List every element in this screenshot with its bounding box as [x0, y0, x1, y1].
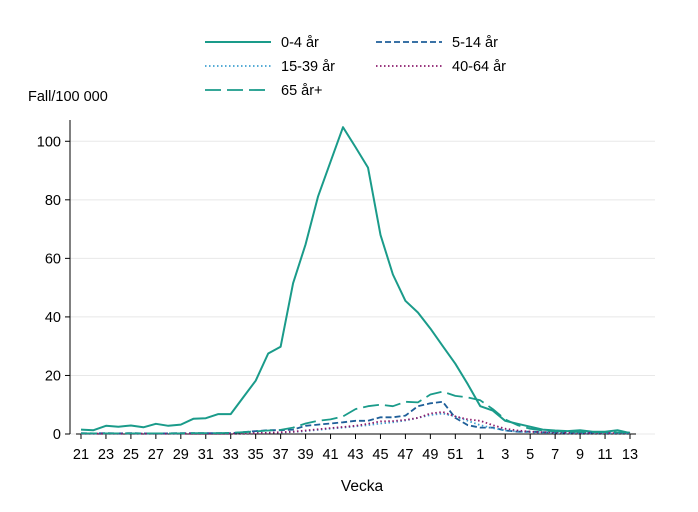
legend-label: 15-39 år	[281, 59, 335, 75]
x-tick-label: 43	[347, 447, 363, 463]
x-tick-label: 23	[98, 447, 114, 463]
x-tick-label: 9	[576, 447, 584, 463]
x-tick-label: 7	[551, 447, 559, 463]
legend-label: 65 år+	[281, 83, 323, 99]
series-lines	[80, 126, 631, 435]
axes	[69, 120, 636, 435]
y-tick-labels: 0 20 40 60 80 100	[37, 134, 70, 443]
gridlines	[70, 140, 655, 435]
series-line-2	[81, 412, 630, 435]
x-tick-label: 33	[223, 447, 239, 463]
x-tick-label: 41	[322, 447, 338, 463]
y-tick-label: 80	[45, 193, 61, 209]
x-tick-label: 51	[447, 447, 463, 463]
series-line-0	[80, 126, 631, 435]
x-tick-label: 5	[526, 447, 534, 463]
legend-label: 40-64 år	[452, 59, 506, 75]
x-tick-label: 27	[148, 447, 164, 463]
x-tick-label: 47	[397, 447, 413, 463]
x-tick-label: 1	[476, 447, 484, 463]
x-tick-label: 31	[198, 447, 214, 463]
legend: 0-4 år 5-14 år 15-39 år 40-64 år 65 år+	[205, 35, 506, 99]
x-tick-labels: 21 23 25 27 29 31 33 35 37 39 41 43 45 47 49 51 1 3 5 7 9 11 1…	[73, 434, 638, 463]
legend-label: 5-14 år	[452, 35, 498, 51]
y-axis-title: Fall/100 000	[28, 89, 108, 105]
series-line-4	[81, 390, 630, 435]
legend-label: 0-4 år	[281, 35, 319, 51]
x-tick-label: 25	[123, 447, 139, 463]
x-tick-label: 35	[248, 447, 264, 463]
x-tick-label: 11	[598, 447, 613, 463]
x-tick-label: 3	[501, 447, 509, 463]
series-line-1	[80, 400, 630, 435]
y-tick-label: 60	[45, 251, 61, 267]
y-tick-label: 100	[37, 134, 61, 150]
x-axis-title: Vecka	[341, 478, 384, 495]
x-tick-label: 39	[298, 447, 314, 463]
y-tick-label: 40	[45, 310, 61, 326]
x-tick-label: 29	[173, 447, 189, 463]
x-tick-label: 45	[372, 447, 388, 463]
y-tick-label: 0	[53, 427, 61, 443]
x-tick-label: 49	[422, 447, 438, 463]
x-tick-label: 13	[622, 447, 638, 463]
y-tick-label: 20	[45, 368, 61, 384]
x-tick-label: 37	[273, 447, 289, 463]
x-tick-label: 21	[73, 447, 89, 463]
